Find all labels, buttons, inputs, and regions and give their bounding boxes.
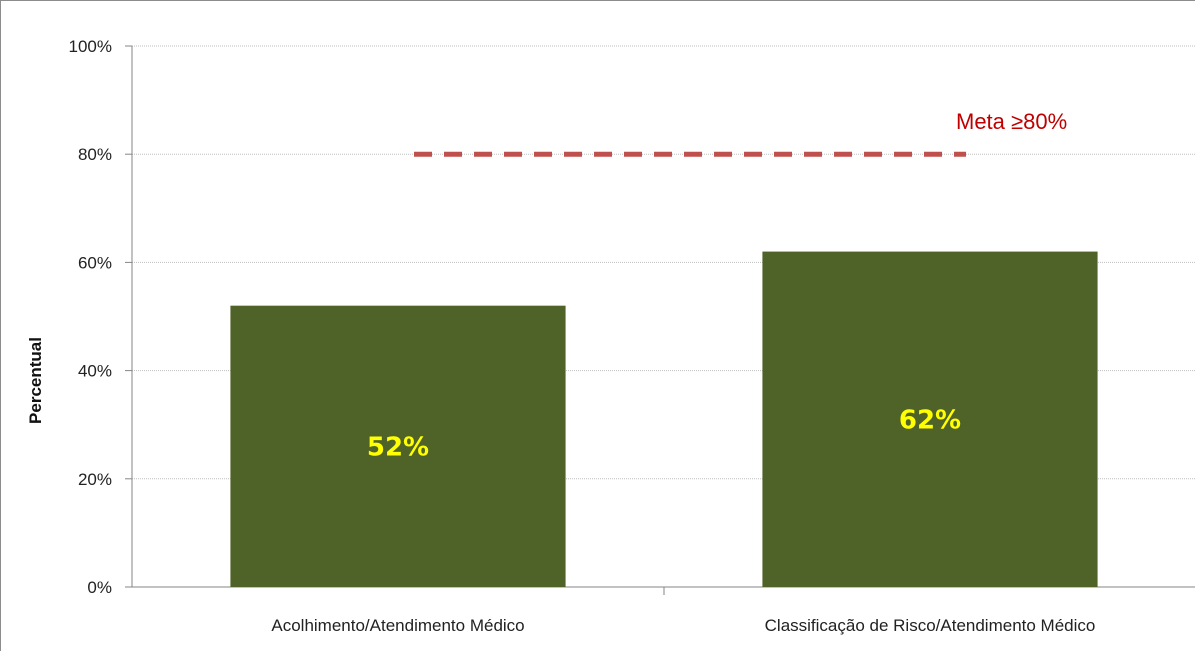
x-category-label: Acolhimento/Atendimento Médico [271,616,524,635]
y-tick-labels: 0% 20% 40% 60% 80% 100% [69,37,112,597]
category-labels: Acolhimento/Atendimento Médico Classifica… [271,616,1095,635]
x-category-label: Classificação de Risco/Atendimento Médic… [765,616,1096,635]
bar-2 [762,251,1098,587]
target-line-label: Meta ≥80% [956,109,1067,134]
bar-value-label: 62% [899,405,961,435]
y-axis-label: Percentual [26,337,45,424]
target-line-group: Meta ≥80% [414,109,1067,157]
y-tick-label: 100% [69,37,112,56]
y-tick-label: 40% [78,362,112,381]
bar-1 [230,305,566,587]
y-tick-label: 80% [78,145,112,164]
y-tick-label: 0% [87,578,112,597]
bar-value-label: 52% [367,432,429,462]
y-tick-label: 20% [78,470,112,489]
y-tick-label: 60% [78,253,112,272]
bars: 52% 62% [230,251,1098,587]
